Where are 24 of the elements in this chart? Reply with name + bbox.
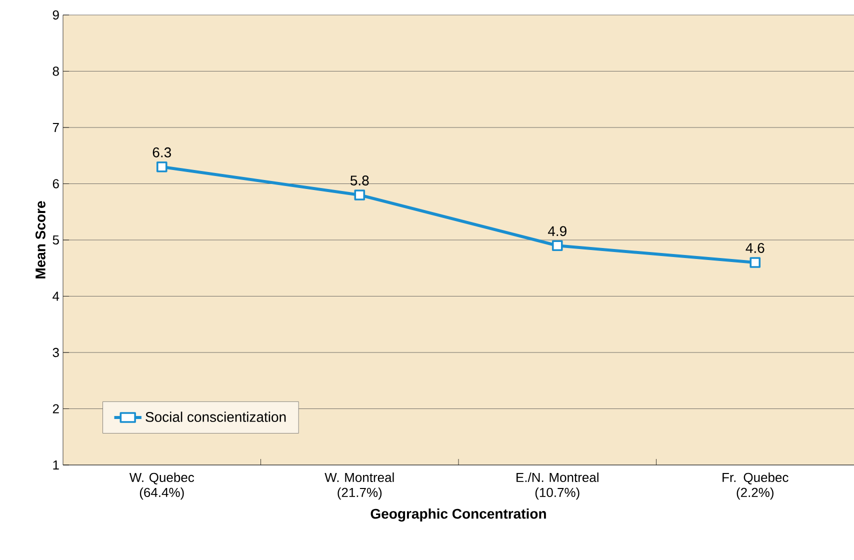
x-axis-title: Geographic Concentration [370, 508, 546, 522]
y-axis-title: Mean Score [36, 201, 46, 278]
x-tick-label: W. Montreal (21.7%) [324, 472, 394, 500]
data-label: 6.3 [152, 147, 171, 158]
y-tick-label: 9 [52, 10, 59, 20]
legend-label: Social conscientization [146, 412, 286, 422]
data-label: 4.6 [746, 243, 764, 253]
y-tick-label: 8 [52, 66, 59, 76]
y-tick-label: 4 [52, 292, 60, 301]
y-tick-label: 6 [52, 179, 59, 188]
point [552, 240, 563, 252]
y-tick-label: 7 [52, 123, 59, 132]
point [750, 257, 761, 268]
point [156, 161, 168, 172]
y-tick-label: 3 [52, 348, 59, 358]
x-tick-label: W. Quebec (64.4%) [129, 472, 194, 500]
x-tick-label: E./N. Montreal (10.7%) [516, 472, 598, 500]
x-tick-label: Fr. Quebec (2.2%) [722, 472, 788, 500]
y-tick-label: 5 [52, 235, 59, 245]
y-tick-label: 1 [53, 460, 59, 470]
y-tick-label: 2 [52, 404, 59, 414]
point [354, 190, 366, 200]
data-label: 4.9 [548, 226, 566, 236]
data-label: 5.8 [350, 176, 369, 186]
